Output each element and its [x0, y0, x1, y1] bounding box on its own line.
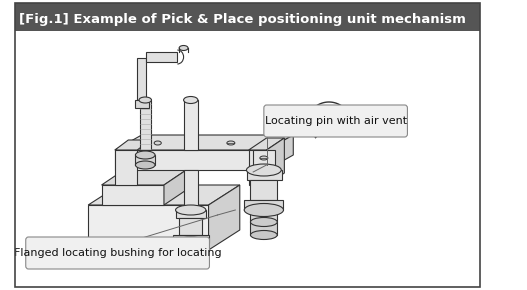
Ellipse shape: [135, 161, 155, 169]
Polygon shape: [267, 138, 285, 185]
Text: [Fig.1] Example of Pick & Place positioning unit mechanism: [Fig.1] Example of Pick & Place position…: [19, 14, 466, 26]
Polygon shape: [140, 100, 151, 150]
Polygon shape: [183, 170, 198, 210]
Polygon shape: [250, 222, 277, 235]
Polygon shape: [173, 235, 209, 243]
Text: Locating pin with air vent: Locating pin with air vent: [265, 116, 407, 126]
Ellipse shape: [260, 156, 268, 160]
Polygon shape: [88, 205, 209, 250]
Ellipse shape: [135, 151, 155, 159]
Polygon shape: [175, 243, 206, 255]
Polygon shape: [102, 185, 164, 205]
Polygon shape: [183, 100, 198, 150]
Text: Flanged locating bushing for locating: Flanged locating bushing for locating: [14, 248, 221, 258]
Ellipse shape: [154, 141, 161, 145]
Polygon shape: [247, 170, 282, 180]
Polygon shape: [115, 135, 294, 150]
Polygon shape: [250, 210, 277, 222]
Ellipse shape: [247, 164, 281, 176]
Polygon shape: [175, 210, 206, 218]
Polygon shape: [134, 100, 149, 108]
Ellipse shape: [244, 204, 284, 217]
Ellipse shape: [250, 231, 277, 240]
Polygon shape: [249, 138, 285, 150]
Polygon shape: [102, 170, 186, 185]
FancyBboxPatch shape: [15, 3, 480, 31]
Ellipse shape: [175, 250, 206, 260]
Polygon shape: [209, 185, 240, 250]
Ellipse shape: [173, 237, 209, 249]
Ellipse shape: [250, 218, 277, 226]
Polygon shape: [115, 150, 137, 185]
Polygon shape: [267, 135, 294, 170]
Polygon shape: [135, 155, 155, 165]
Polygon shape: [249, 150, 267, 185]
FancyBboxPatch shape: [26, 237, 209, 269]
Polygon shape: [88, 185, 240, 205]
Polygon shape: [115, 150, 267, 170]
Polygon shape: [137, 58, 146, 100]
Polygon shape: [146, 52, 178, 62]
Ellipse shape: [179, 46, 188, 50]
Polygon shape: [253, 150, 276, 170]
Polygon shape: [244, 200, 284, 210]
Ellipse shape: [175, 205, 206, 215]
Polygon shape: [164, 170, 186, 205]
Polygon shape: [179, 218, 202, 235]
Ellipse shape: [139, 97, 151, 103]
Ellipse shape: [183, 97, 198, 104]
Ellipse shape: [227, 141, 235, 145]
Polygon shape: [115, 140, 151, 150]
FancyBboxPatch shape: [264, 105, 407, 137]
Polygon shape: [250, 180, 277, 200]
